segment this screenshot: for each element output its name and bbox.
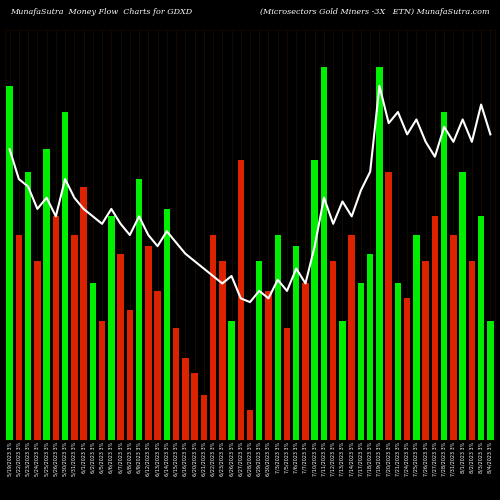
Bar bbox=[192, 373, 198, 440]
Bar bbox=[182, 358, 188, 440]
Bar bbox=[154, 291, 161, 440]
Bar bbox=[302, 284, 308, 440]
Bar bbox=[90, 284, 96, 440]
Bar bbox=[266, 291, 272, 440]
Bar bbox=[404, 298, 410, 440]
Bar bbox=[71, 235, 78, 440]
Text: (Microsectors Gold Miners -3X   ETN) MunafaSutra.com: (Microsectors Gold Miners -3X ETN) Munaf… bbox=[260, 8, 490, 16]
Bar bbox=[228, 320, 234, 440]
Bar bbox=[126, 310, 133, 440]
Bar bbox=[487, 320, 494, 440]
Bar bbox=[238, 160, 244, 440]
Bar bbox=[25, 172, 32, 440]
Text: MunafaSutra  Money Flow  Charts for GDXD: MunafaSutra Money Flow Charts for GDXD bbox=[10, 8, 192, 16]
Bar bbox=[173, 328, 180, 440]
Bar bbox=[348, 235, 355, 440]
Bar bbox=[99, 320, 105, 440]
Bar bbox=[108, 216, 114, 440]
Bar bbox=[339, 320, 345, 440]
Bar bbox=[118, 254, 124, 440]
Bar bbox=[320, 68, 327, 440]
Bar bbox=[386, 172, 392, 440]
Bar bbox=[468, 261, 475, 440]
Bar bbox=[62, 112, 68, 440]
Bar bbox=[136, 179, 142, 440]
Bar bbox=[460, 172, 466, 440]
Bar bbox=[247, 410, 253, 440]
Bar bbox=[219, 261, 226, 440]
Bar bbox=[145, 246, 152, 440]
Bar bbox=[16, 235, 22, 440]
Bar bbox=[293, 246, 300, 440]
Bar bbox=[450, 235, 456, 440]
Bar bbox=[52, 216, 59, 440]
Bar bbox=[441, 112, 448, 440]
Bar bbox=[478, 216, 484, 440]
Bar bbox=[284, 328, 290, 440]
Bar bbox=[274, 235, 281, 440]
Bar bbox=[376, 68, 382, 440]
Bar bbox=[256, 261, 262, 440]
Bar bbox=[432, 216, 438, 440]
Bar bbox=[413, 235, 420, 440]
Bar bbox=[358, 284, 364, 440]
Bar bbox=[422, 261, 429, 440]
Bar bbox=[210, 235, 216, 440]
Bar bbox=[164, 209, 170, 440]
Bar bbox=[367, 254, 374, 440]
Bar bbox=[312, 160, 318, 440]
Bar bbox=[44, 150, 50, 440]
Bar bbox=[6, 86, 13, 440]
Bar bbox=[34, 261, 40, 440]
Bar bbox=[200, 396, 207, 440]
Bar bbox=[80, 186, 87, 440]
Bar bbox=[330, 261, 336, 440]
Bar bbox=[394, 284, 401, 440]
